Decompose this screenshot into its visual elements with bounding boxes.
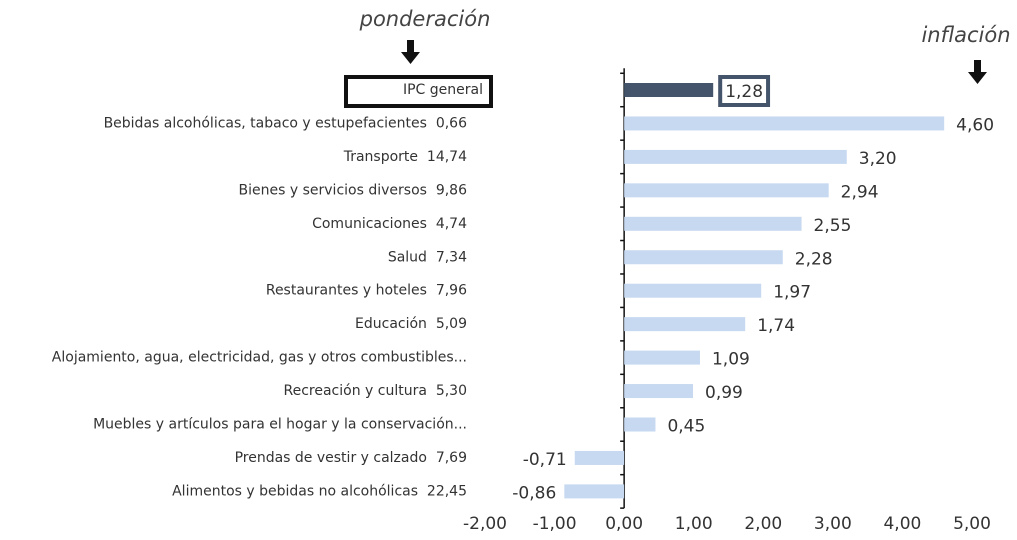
weight-annotation: ponderación: [359, 7, 491, 31]
category-label: Comunicaciones 4,74: [312, 216, 467, 232]
category-label: Bebidas alcohólicas, tabaco y estupefaci…: [104, 115, 468, 131]
category-label: Recreación y cultura 5,30: [284, 383, 468, 399]
bar: [624, 149, 847, 164]
category-label: Bienes y servicios diversos 9,86: [239, 182, 468, 198]
category-label: Alojamiento, agua, electricidad, gas y o…: [52, 350, 467, 366]
x-tick-label: 1,00: [675, 514, 713, 534]
category-label: Educación 5,09: [355, 316, 467, 332]
category-label: Salud 7,34: [388, 249, 467, 265]
category-label: Restaurantes y hoteles 7,96: [266, 283, 467, 299]
value-label: 1,74: [757, 316, 795, 336]
category-label: Alimentos y bebidas no alcohólicas 22,45: [172, 483, 467, 499]
category-label: Transporte 14,74: [343, 149, 467, 165]
bar: [574, 450, 625, 465]
bar: [624, 350, 700, 365]
x-tick-label: 3,00: [814, 514, 852, 534]
bar: [624, 116, 945, 131]
value-label: 2,94: [841, 182, 879, 202]
bar: [624, 317, 746, 332]
bar: [564, 484, 625, 499]
value-label: 1,97: [773, 283, 811, 303]
category-label: Prendas de vestir y calzado 7,69: [235, 450, 467, 466]
value-label: 0,99: [705, 383, 743, 403]
x-tick-label: -2,00: [463, 514, 507, 534]
arrow: [401, 40, 420, 64]
x-tick-label: 0,00: [605, 514, 643, 534]
inflation-annotation: inflación: [921, 23, 1010, 47]
value-box: [718, 75, 771, 107]
bar: [624, 216, 802, 231]
x-tick-label: -1,00: [533, 514, 577, 534]
highlight-box: [344, 75, 493, 108]
value-label: 4,60: [956, 115, 994, 135]
x-tick-label: 2,00: [744, 514, 782, 534]
x-tick-label: 4,00: [883, 514, 921, 534]
value-label: 3,20: [859, 149, 897, 169]
value-label: 1,09: [712, 350, 750, 370]
bar: [624, 384, 694, 399]
value-label: -0,71: [523, 450, 567, 470]
value-label: 1,28: [725, 82, 763, 102]
category-label: Muebles y artículos para el hogar y la c…: [93, 417, 467, 433]
bar: [624, 83, 714, 97]
arrow: [968, 60, 987, 84]
x-tick-label: 5,00: [953, 514, 991, 534]
value-label: 0,45: [667, 417, 705, 437]
category-label: IPC general: [403, 82, 483, 98]
value-label: 2,28: [795, 249, 833, 269]
bar: [624, 250, 783, 265]
bar: [624, 417, 656, 432]
bar: [624, 183, 829, 198]
value-label: -0,86: [512, 483, 556, 503]
value-label: 2,55: [814, 216, 852, 236]
bar: [624, 283, 762, 298]
